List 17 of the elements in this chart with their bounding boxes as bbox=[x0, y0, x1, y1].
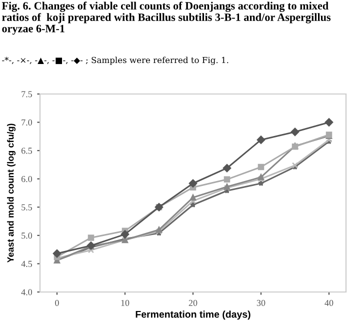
y-tick-label: 7.5 bbox=[22, 91, 32, 98]
y-tick-label: 5.0 bbox=[22, 232, 32, 239]
y-tick-label: 5.5 bbox=[22, 204, 32, 210]
y-tick-label: 7.0 bbox=[22, 119, 32, 126]
x-axis-title: Fermentation time (days) bbox=[136, 310, 250, 320]
y-tick-label: 6.5 bbox=[21, 148, 32, 154]
y-tick-label: 4.5 bbox=[21, 260, 32, 267]
text: -*-, -×-, -▲-, -■-, -◆- ; Samples were referred to Fig. 1. bbox=[2, 56, 228, 65]
y-tick-label: 6.0 bbox=[21, 176, 32, 182]
x-tick-label: 0 bbox=[55, 300, 59, 306]
x-tick-label: 40 bbox=[324, 300, 334, 306]
y-axis-title: Yeast and mold count (log cfu/g) bbox=[7, 124, 16, 263]
x-tick-label: 10 bbox=[121, 300, 130, 306]
chart-title: Fig. 6. Changes of viable cell counts of Doenjangs according to mixed ratios of koji prepared with Bacillus subtilis 3-B-1 and/or Aspergillus oryzae 6-M-1 bbox=[2, 2, 331, 35]
y-tick-label: 4.0 bbox=[21, 289, 32, 296]
x-tick-label: 30 bbox=[256, 300, 266, 306]
x-tick-label: 20 bbox=[188, 300, 198, 306]
